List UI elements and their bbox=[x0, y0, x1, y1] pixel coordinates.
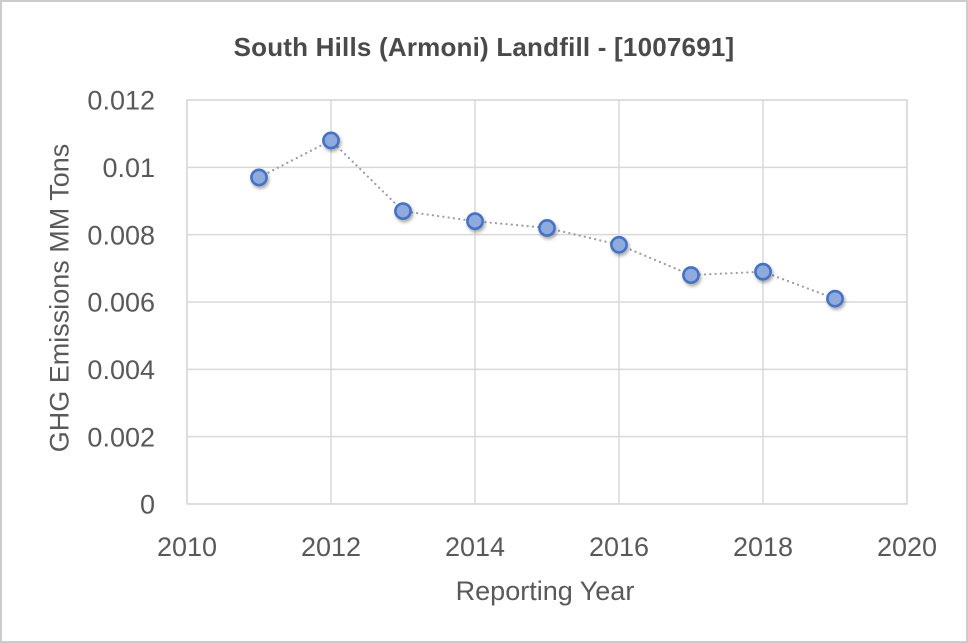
data-point-marker bbox=[250, 168, 268, 187]
x-axis-title: Reporting Year bbox=[455, 576, 635, 606]
y-tick-label: 0.002 bbox=[87, 422, 155, 452]
x-tick-label: 2016 bbox=[589, 532, 649, 562]
y-tick-label: 0.004 bbox=[87, 355, 155, 385]
y-tick-label: 0.012 bbox=[87, 86, 155, 116]
data-point-marker bbox=[394, 202, 412, 220]
data-point-marker bbox=[682, 266, 700, 284]
x-tick-label: 2010 bbox=[157, 532, 217, 562]
data-point-marker bbox=[610, 235, 628, 254]
data-point-marker bbox=[826, 289, 844, 308]
plot-border bbox=[186, 99, 908, 505]
x-tick-label: 2012 bbox=[301, 532, 361, 562]
data-point-marker bbox=[538, 219, 556, 237]
data-point-marker bbox=[322, 131, 340, 150]
y-tick-label: 0.01 bbox=[102, 153, 155, 183]
y-axis-title: GHG Emissions MM Tons bbox=[44, 143, 75, 453]
y-tick-label: 0 bbox=[140, 490, 155, 520]
data-point-marker bbox=[754, 262, 772, 281]
data-point-marker bbox=[466, 212, 484, 231]
y-tick-label: 0.006 bbox=[87, 288, 155, 318]
x-tick-label: 2020 bbox=[877, 532, 937, 562]
y-tick-label: 0.008 bbox=[87, 220, 155, 250]
x-tick-label: 2018 bbox=[733, 532, 793, 562]
chart-title: South Hills (Armoni) Landfill - [1007691… bbox=[233, 32, 735, 62]
x-tick-label: 2014 bbox=[445, 532, 505, 562]
